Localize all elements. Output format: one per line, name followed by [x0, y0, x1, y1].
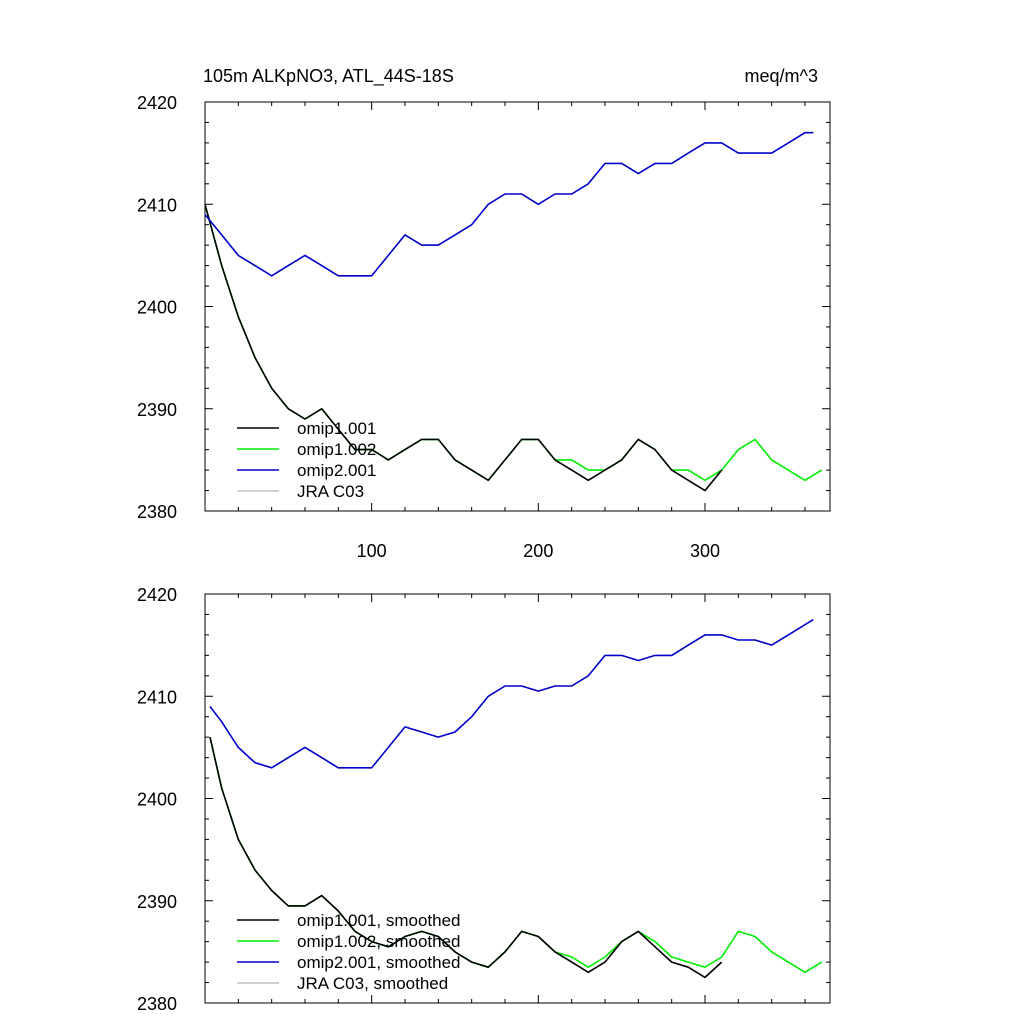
y-tick-label: 2410 [137, 687, 177, 707]
y-tick-label: 2380 [137, 502, 177, 522]
legend-label: omip2.001 [297, 461, 376, 480]
y-tick-label: 2410 [137, 195, 177, 215]
legend-label: omip1.002, smoothed [297, 932, 461, 951]
legend-label: omip2.001, smoothed [297, 953, 461, 972]
y-tick-label: 2390 [137, 892, 177, 912]
y-tick-label: 2420 [137, 585, 177, 605]
series-line-omip1-002 [204, 204, 823, 482]
x-tick-label: 100 [357, 541, 387, 561]
legend-label: JRA C03, smoothed [297, 974, 448, 993]
legend-label: omip1.001 [297, 419, 376, 438]
bottom-panel: 2380 2390 2400 2410 2420 omip1.001, smoothed o… [137, 585, 831, 1014]
x-tick-label: 300 [690, 541, 720, 561]
x-tick-label: 200 [523, 541, 553, 561]
legend-label: omip1.002 [297, 440, 376, 459]
chart-units: meq/m^3 [745, 66, 818, 86]
y-tick-label: 2400 [137, 298, 177, 318]
chart-title: 105m ALKpNO3, ATL_44S-18S [203, 66, 454, 87]
y-tick-label: 2380 [137, 994, 177, 1014]
legend-label: JRA C03 [297, 482, 364, 501]
series-line-omip2-001 [204, 131, 814, 277]
top-panel: 2380 2390 2400 2410 2420 100 200 300 omip1.001 om… [137, 93, 831, 561]
legend-label: omip1.001, smoothed [297, 911, 461, 930]
series-line-omip2-001-smoothed [209, 618, 814, 769]
series-line-omip1-001-smoothed [209, 736, 723, 979]
y-tick-label: 2420 [137, 93, 177, 113]
y-tick-label: 2390 [137, 400, 177, 420]
series-line-omip1-001 [204, 204, 723, 492]
y-tick-label: 2400 [137, 790, 177, 810]
